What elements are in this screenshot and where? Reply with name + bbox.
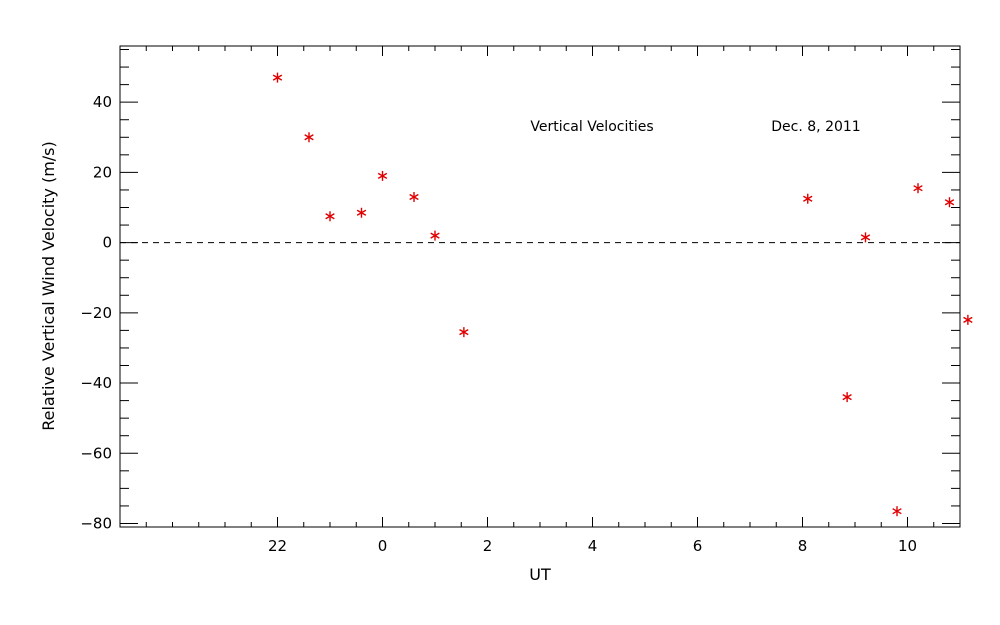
data-point bbox=[304, 132, 314, 143]
x-axis-title: UT bbox=[529, 565, 551, 584]
x-tick-label: 10 bbox=[898, 537, 917, 555]
data-point bbox=[944, 197, 955, 208]
data-point bbox=[842, 392, 852, 403]
data-point bbox=[272, 72, 283, 83]
data-point bbox=[860, 232, 871, 243]
x-tick-label: 6 bbox=[693, 537, 703, 555]
y-tick-label: −40 bbox=[80, 374, 112, 392]
data-point bbox=[963, 314, 973, 325]
data-point bbox=[325, 211, 335, 222]
y-tick-label: −20 bbox=[80, 304, 112, 322]
data-point bbox=[459, 327, 469, 338]
y-tick-label: 40 bbox=[93, 93, 112, 111]
x-tick-label: 0 bbox=[378, 537, 388, 555]
axis-ticks bbox=[119, 46, 961, 527]
data-points bbox=[272, 72, 973, 517]
tick-labels: 22 0 2 4 6 8 10 −80 −60 −40 −20 0 20 40 bbox=[80, 93, 917, 555]
data-point bbox=[356, 207, 367, 218]
y-tick-label: 0 bbox=[102, 234, 112, 252]
annotation-date: Dec. 8, 2011 bbox=[771, 119, 860, 135]
data-point bbox=[913, 183, 923, 194]
x-tick-label: 8 bbox=[798, 537, 808, 555]
x-tick-label: 4 bbox=[588, 537, 598, 555]
y-tick-label: −60 bbox=[80, 444, 112, 462]
x-tick-label: 2 bbox=[483, 537, 493, 555]
y-tick-label: 20 bbox=[93, 163, 112, 181]
annotation-vertical-velocities: Vertical Velocities bbox=[530, 119, 653, 135]
y-tick-label: −80 bbox=[80, 514, 112, 532]
y-axis-title: Relative Vertical Wind Velocity (m/s) bbox=[39, 141, 58, 431]
x-tick-label: 22 bbox=[268, 537, 287, 555]
data-point bbox=[409, 191, 419, 202]
data-point bbox=[892, 506, 902, 517]
data-point bbox=[430, 230, 440, 241]
data-point bbox=[803, 193, 813, 204]
data-point bbox=[377, 170, 388, 181]
